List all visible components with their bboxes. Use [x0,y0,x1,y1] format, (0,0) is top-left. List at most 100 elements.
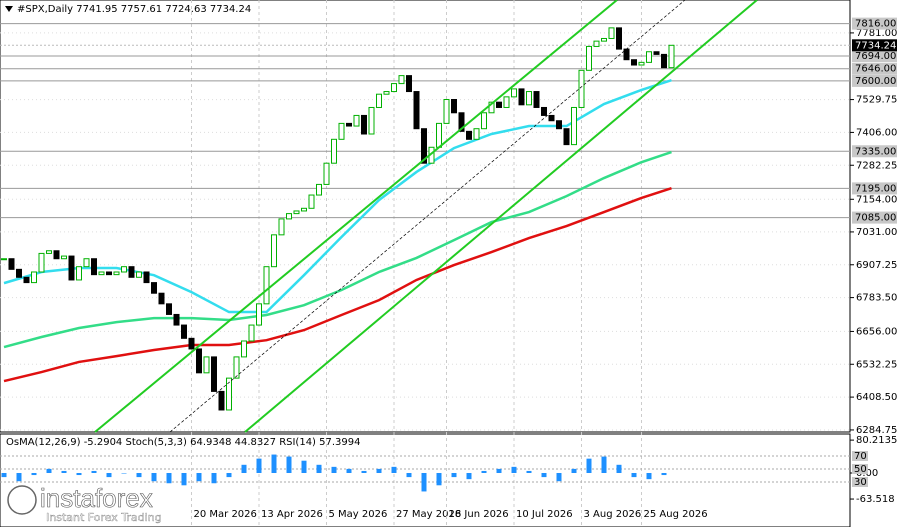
osma-bar [166,473,172,484]
candle [8,258,15,270]
osma-bar [76,473,82,476]
candle [593,40,600,47]
candle [346,122,352,127]
moving-average [3,186,672,383]
level-label-box [852,211,897,224]
candle [76,266,82,281]
osma-bar [601,456,607,473]
level-label-box [852,74,897,87]
candle [196,348,202,374]
osma-bar [361,470,367,473]
osma-bar [661,473,667,476]
x-tick-label: 27 May 2026 [396,509,461,520]
osma-bar [331,466,337,473]
osma-bar [451,473,457,478]
candle [188,337,195,350]
candle [226,377,232,411]
level-label: 7085.00 [855,213,896,224]
osma-bar [646,473,652,480]
candle [503,96,510,108]
candle [601,37,607,42]
osma-bar [106,473,112,478]
candle [233,356,240,379]
candle [623,48,630,61]
candle [353,114,360,127]
candle [203,356,210,374]
candle [541,106,547,116]
candle [241,340,247,358]
candle [61,255,67,260]
y-tick-label: 6532.25 [856,359,897,370]
candle [83,258,90,268]
x-tick-label: 5 May 2026 [329,509,388,520]
channel-mid-line [169,0,686,433]
osma-bar [91,470,97,473]
candle [473,128,480,140]
candle [518,88,525,106]
candle [511,88,517,98]
x-tick-label: 10 Jul 2026 [516,509,573,520]
logo-icon [7,485,37,515]
candle [91,258,97,276]
candle [31,271,37,284]
candle [661,53,667,69]
osma-bar [511,466,517,473]
osma-bar [616,464,622,473]
candle [383,91,390,95]
title-arrow [5,6,13,12]
level-label-box [852,17,897,30]
candle [406,75,412,93]
moving-average [3,150,672,349]
osma-bar [16,473,22,482]
candle [136,271,142,278]
y-tick-label: 7529.75 [856,95,897,106]
level-label: 7600.00 [855,76,896,87]
stoch-tick-label: 50 [854,464,867,475]
osma-bar [466,473,472,480]
osma-bar [316,464,322,473]
candle [608,27,615,39]
candle [376,93,382,108]
indicator-label: OsMA(12,26,9) -5.2904 Stoch(5,3,3) 64.93… [6,437,361,448]
x-tick-label: 13 Apr 2026 [261,509,323,520]
candle [413,91,420,130]
osma-bar [181,473,187,486]
osma-bar [496,468,502,473]
stoch-label-box [852,451,868,461]
price-pane [0,0,851,433]
stoch-tick-label: 70 [854,451,867,462]
y-tick-label: 7406.00 [856,127,897,138]
channel-line [244,0,758,433]
candle [256,303,262,326]
level-label-box [852,145,897,158]
osma-bar [541,473,547,478]
level-label-box [852,62,897,75]
osma-bar [46,468,52,473]
candle [571,106,577,146]
chart-title: #SPX,Daily 7741.95 7757.61 7724.63 7734.… [17,4,251,15]
osma-bar [226,473,232,478]
candle [631,59,637,66]
candle [533,91,540,108]
osma-bar [286,456,292,473]
osma-bar [346,468,352,473]
candle [106,271,112,276]
candle [301,207,307,212]
y-tick-label: 6656.00 [856,326,897,337]
candle [143,271,150,284]
candle [113,271,120,276]
candle [1,258,7,261]
candle [68,255,75,281]
candle [316,183,322,196]
channel-line [94,0,618,433]
x-tick-label: 3 Aug 2026 [584,509,642,520]
candle [98,271,105,276]
candle [46,250,52,254]
candle [278,218,285,236]
candle [293,210,300,215]
moving-average [3,78,672,314]
candle [653,51,660,55]
osma-bar [556,473,562,482]
candle [338,122,345,140]
